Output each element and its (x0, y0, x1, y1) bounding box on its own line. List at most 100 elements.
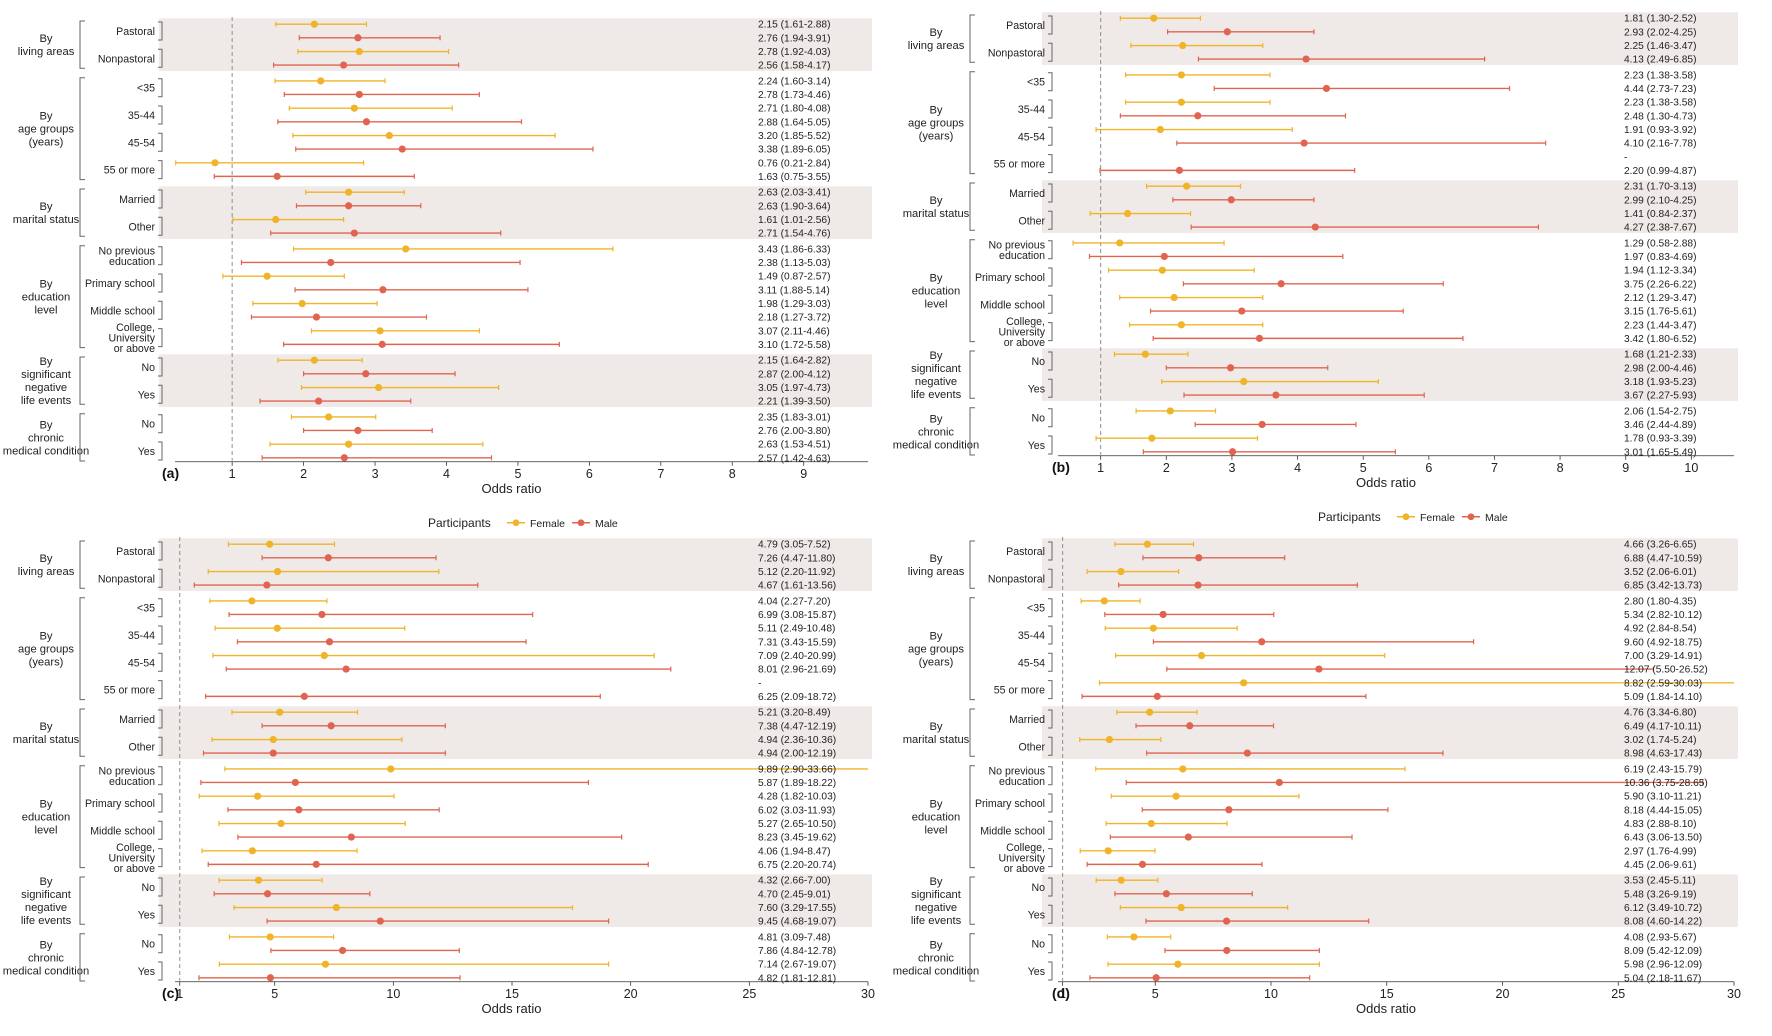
group-band (159, 874, 872, 927)
ci-text: 3.42 (1.80-6.52) (1624, 334, 1697, 345)
group-band (159, 186, 872, 239)
subgroup-label: Yes (1028, 909, 1045, 921)
ci-text: 6.43 (3.06-13.50) (1624, 833, 1702, 844)
male-point (398, 145, 406, 153)
ci-text: 2.80 (1.80-4.35) (1624, 596, 1697, 607)
x-tick-label: 5 (514, 467, 521, 481)
subgroup-bracket (158, 48, 163, 68)
subgroup-label: 35-44 (128, 630, 155, 642)
male-point (1160, 252, 1168, 261)
ci-text: 7.38 (4.47-12.19) (758, 721, 836, 732)
ci-text: 5.90 (3.10-11.21) (1624, 792, 1701, 803)
subgroup-label: Yes (138, 966, 155, 978)
ci-text: 2.63 (1.53-4.51) (758, 440, 831, 451)
subgroup-label: Middle school (980, 825, 1045, 837)
female-point (1143, 540, 1151, 548)
female-point (273, 624, 281, 632)
subgroup-bracket (158, 541, 163, 561)
group-bracket (969, 14, 975, 63)
subgroup-bracket (158, 625, 163, 645)
ci-text: 1.78 (0.93-3.39) (1624, 434, 1697, 445)
subgroup-label: College, University or above (998, 842, 1045, 875)
male-point (1225, 806, 1233, 814)
ci-text: 9.45 (4.68-19.07) (758, 917, 836, 928)
ci-text: 4.92 (2.84-8.54) (1624, 624, 1697, 635)
ci-text: 2.12 (1.29-3.47) (1624, 293, 1697, 304)
male-point (1162, 890, 1170, 898)
subgroup-bracket (1048, 294, 1053, 314)
x-tick-label: 1 (1059, 987, 1066, 1001)
male-point (1275, 778, 1283, 787)
ci-text: 2.31 (1.70-3.13) (1624, 182, 1697, 193)
x-axis-label: Odds ratio (482, 1001, 542, 1016)
x-tick-label: 20 (624, 987, 638, 1001)
subgroup-label: 45-54 (1018, 131, 1045, 143)
ci-text: 2.71 (1.54-4.76) (758, 229, 831, 240)
subgroup-label: Yes (138, 389, 155, 401)
female-point (277, 819, 285, 828)
ci-text: 3.07 (2.11-4.46) (758, 326, 830, 337)
ci-text: 2.98 (2.00-4.46) (1624, 363, 1697, 374)
x-tick-label: 25 (1611, 987, 1625, 1001)
male-point (300, 692, 308, 700)
legend-title: Participants (428, 516, 491, 530)
subgroup-bracket (158, 848, 163, 868)
female-point (350, 104, 358, 112)
ci-text: 3.18 (1.93-5.23) (1624, 377, 1697, 388)
ci-text: 3.10 (1.72-5.58) (758, 340, 831, 351)
ci-text: 9.60 (4.92-18.75) (1624, 637, 1702, 648)
male-point (345, 202, 353, 210)
female-point (1105, 735, 1113, 744)
female-point (1177, 98, 1185, 106)
group-bracket (79, 876, 85, 925)
subgroup-label: Pastoral (1006, 546, 1045, 558)
group-label: By education level (912, 273, 961, 311)
female-point (1240, 377, 1248, 386)
group-label: By living areas (908, 553, 965, 578)
subgroup-bracket (1048, 154, 1053, 174)
male-point (1227, 364, 1235, 372)
subgroup-label: College, University or above (108, 322, 155, 355)
male-point (1195, 554, 1203, 562)
group-bracket (79, 540, 85, 589)
ci-text: 4.08 (2.93-5.67) (1624, 932, 1697, 943)
ci-text: 3.43 (1.86-6.33) (758, 244, 831, 255)
subgroup-label: Yes (1028, 440, 1045, 452)
subgroup-bracket (158, 736, 163, 756)
male-point (1227, 196, 1235, 204)
male-point (263, 890, 272, 898)
x-tick-label: 4 (1294, 461, 1301, 475)
ci-text: 3.46 (2.44-4.89) (1624, 420, 1697, 431)
subgroup-label: 35-44 (128, 110, 155, 122)
panel-label: (a) (162, 465, 179, 481)
ci-text: 4.45 (2.06-9.61) (1624, 860, 1697, 871)
subgroup-bracket (1048, 961, 1053, 981)
male-point (1272, 391, 1280, 399)
x-tick-label: 1 (229, 467, 236, 481)
subgroup-bracket (1048, 652, 1053, 672)
subgroup-label: Nonpastoral (988, 573, 1045, 585)
male-point (1175, 166, 1184, 174)
group-band (159, 538, 872, 591)
female-point (253, 792, 262, 800)
subgroup-bracket (1048, 568, 1053, 588)
subgroup-label: 45-54 (1018, 657, 1045, 669)
subgroup-label: No previous education (988, 765, 1045, 788)
group-bracket (969, 182, 975, 231)
ci-text: 4.79 (3.05-7.52) (758, 540, 831, 551)
subgroup-bracket (158, 652, 163, 672)
x-tick-label: 7 (1491, 461, 1498, 475)
female-point (332, 903, 340, 912)
legend-male-marker (1467, 513, 1475, 521)
x-tick-label: 2 (1163, 461, 1170, 475)
legend-female-label: Female (1420, 512, 1455, 524)
subgroup-bracket (1048, 793, 1053, 813)
ci-text: 7.86 (4.84-12.78) (758, 946, 836, 957)
female-point (1147, 819, 1155, 828)
subgroup-label: Yes (138, 446, 155, 458)
subgroup-label: Primary school (85, 278, 155, 290)
x-tick-label: 2 (300, 467, 307, 481)
group-bracket (79, 597, 85, 701)
ci-text: 4.28 (1.82-10.03) (758, 792, 836, 803)
ci-text: 8.82 (2.59-30.03) (1624, 678, 1702, 689)
